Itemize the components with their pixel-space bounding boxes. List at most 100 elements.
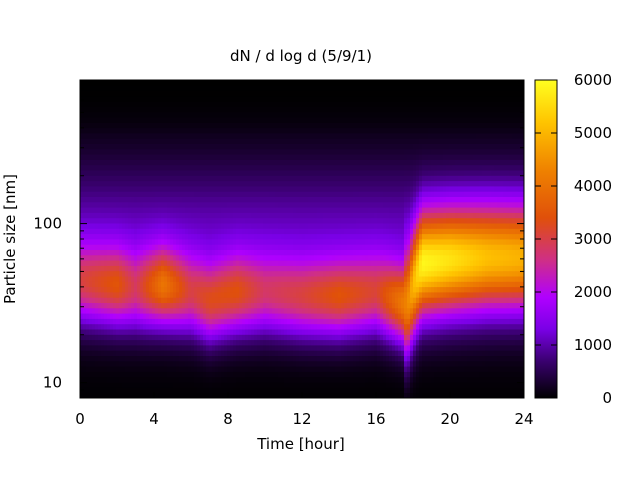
heatmap-cell: [206, 302, 210, 309]
heatmap-cell: [281, 376, 285, 383]
heatmap-cell: [230, 122, 234, 129]
heatmap-cell: [89, 307, 93, 314]
heatmap-cell: [305, 111, 309, 118]
heatmap-cell: [161, 223, 165, 229]
heatmap-cell: [224, 127, 228, 134]
heatmap-cell: [290, 228, 294, 235]
heatmap-cell: [209, 382, 213, 388]
heatmap-cell: [323, 175, 327, 182]
heatmap-cell: [167, 249, 171, 256]
heatmap-cell: [158, 223, 162, 229]
heatmap-cell: [305, 376, 309, 383]
heatmap-cell: [155, 148, 159, 155]
heatmap-cell: [209, 170, 213, 176]
heatmap-cell: [128, 201, 132, 208]
heatmap-cell: [248, 334, 252, 341]
heatmap-cell: [212, 111, 216, 118]
heatmap-cell: [86, 122, 90, 129]
heatmap-cell: [152, 318, 156, 325]
heatmap-cell: [113, 233, 117, 240]
heatmap-cell: [299, 302, 303, 309]
heatmap-cell: [326, 318, 330, 325]
heatmap-cell: [215, 350, 219, 356]
heatmap-cell: [116, 133, 120, 139]
heatmap-cell: [137, 85, 141, 91]
heatmap-cell: [155, 276, 159, 282]
heatmap-cell: [107, 201, 111, 208]
heatmap-cell: [134, 133, 138, 139]
heatmap-cell: [317, 387, 321, 394]
heatmap-cell: [257, 382, 261, 388]
heatmap-cell: [122, 392, 126, 399]
heatmap-cell: [221, 254, 225, 261]
heatmap-cell: [275, 239, 279, 245]
heatmap-cell: [302, 117, 306, 123]
heatmap-cell: [134, 201, 138, 208]
heatmap-cell: [122, 143, 126, 150]
heatmap-cell: [143, 366, 147, 372]
heatmap-cell: [143, 270, 147, 277]
heatmap-cell: [158, 143, 162, 150]
heatmap-cell: [293, 376, 297, 383]
heatmap-cell: [110, 254, 114, 261]
heatmap-cell: [95, 90, 99, 97]
heatmap-cell: [125, 90, 129, 97]
heatmap-cell: [224, 281, 228, 288]
heatmap-cell: [125, 260, 129, 266]
heatmap-cell: [119, 350, 123, 356]
heatmap-cell: [227, 207, 231, 213]
heatmap-cell: [269, 196, 273, 203]
heatmap-cell: [185, 323, 189, 330]
heatmap-cell: [224, 239, 228, 245]
heatmap-cell: [104, 244, 108, 250]
heatmap-cell: [236, 95, 240, 102]
heatmap-cell: [194, 175, 198, 182]
heatmap-cell: [257, 180, 261, 187]
heatmap-cell: [299, 175, 303, 182]
heatmap-cell: [89, 122, 93, 129]
heatmap-cell: [296, 127, 300, 134]
heatmap-cell: [320, 360, 324, 367]
heatmap-cell: [278, 127, 282, 134]
heatmap-cell: [116, 223, 120, 229]
heatmap-cell: [272, 180, 276, 187]
heatmap-cell: [152, 201, 156, 208]
heatmap-cell: [146, 382, 150, 388]
heatmap-cell: [290, 154, 294, 160]
heatmap-cell: [83, 302, 87, 309]
heatmap-cell: [233, 170, 237, 176]
heatmap-cell: [104, 106, 108, 113]
heatmap-cell: [143, 228, 147, 235]
heatmap-cell: [326, 360, 330, 367]
heatmap-cell: [140, 313, 144, 319]
heatmap-cell: [185, 334, 189, 341]
heatmap-cell: [128, 249, 132, 256]
heatmap-cell: [317, 148, 321, 155]
heatmap-cell: [227, 239, 231, 245]
heatmap-cell: [323, 170, 327, 176]
heatmap-cell: [302, 143, 306, 150]
heatmap-cell: [329, 392, 333, 399]
heatmap-cell: [239, 212, 243, 219]
heatmap-cell: [272, 207, 276, 213]
heatmap-cell: [305, 286, 309, 293]
heatmap-cell: [251, 329, 255, 335]
heatmap-cell: [323, 297, 327, 303]
heatmap-cell: [224, 175, 228, 182]
heatmap-cell: [116, 350, 120, 356]
heatmap-cell: [155, 122, 159, 129]
heatmap-cell: [149, 382, 153, 388]
heatmap-cell: [302, 387, 306, 394]
heatmap-cell: [161, 339, 165, 346]
heatmap-cell: [200, 154, 204, 160]
heatmap-cell: [287, 122, 291, 129]
heatmap-cell: [290, 355, 294, 362]
heatmap-cell: [110, 207, 114, 213]
heatmap-cell: [116, 329, 120, 335]
heatmap-cell: [134, 154, 138, 160]
heatmap-cell: [95, 249, 99, 256]
heatmap-cell: [185, 318, 189, 325]
heatmap-cell: [131, 276, 135, 282]
heatmap-cell: [119, 334, 123, 341]
heatmap-cell: [92, 360, 96, 367]
